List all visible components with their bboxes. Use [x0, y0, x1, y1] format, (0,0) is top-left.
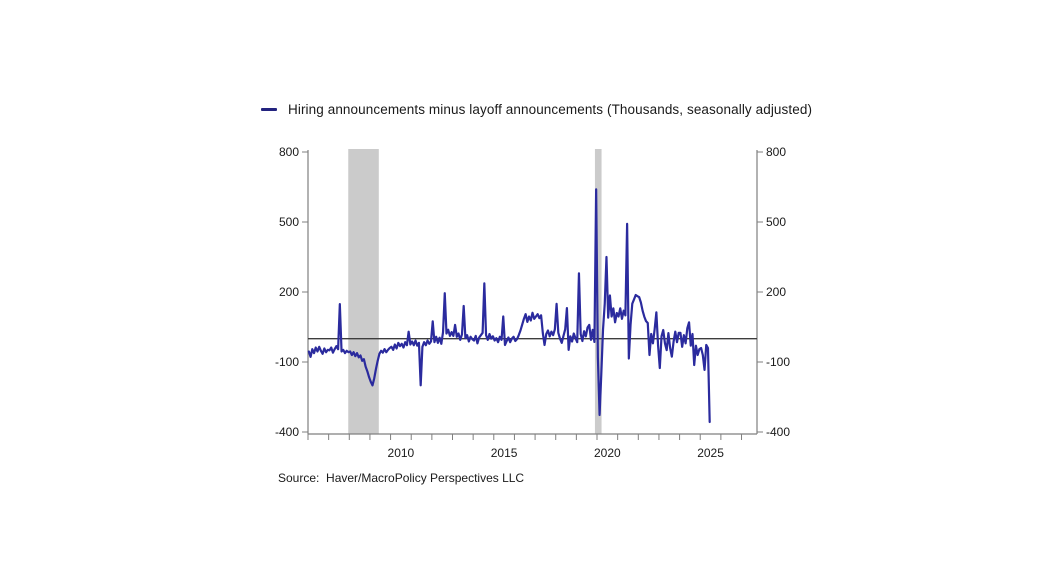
- legend-label: Hiring announcements minus layoff announ…: [288, 102, 813, 117]
- y-tick-label-right: 800: [766, 145, 786, 159]
- data-line: [307, 188, 711, 424]
- recession-band: [348, 149, 379, 434]
- y-tick-label-left: -100: [275, 355, 299, 369]
- y-tick-label-left: -400: [275, 425, 299, 439]
- legend-line-marker: [261, 108, 277, 111]
- y-tick-label-left: 200: [279, 285, 299, 299]
- y-tick-label-right: 500: [766, 215, 786, 229]
- y-tick-label-right: 200: [766, 285, 786, 299]
- chart-legend: Hiring announcements minus layoff announ…: [261, 102, 812, 117]
- y-tick-label-right: -100: [766, 355, 790, 369]
- y-tick-label-left: 800: [279, 145, 299, 159]
- x-tick-label: 2020: [594, 446, 621, 460]
- y-tick-label-right: -400: [766, 425, 790, 439]
- x-tick-label: 2015: [491, 446, 518, 460]
- source-note: Source: Haver/MacroPolicy Perspectives L…: [278, 471, 525, 485]
- y-tick-label-left: 500: [279, 215, 299, 229]
- x-tick-label: 2025: [697, 446, 724, 460]
- x-tick-label: 2010: [388, 446, 415, 460]
